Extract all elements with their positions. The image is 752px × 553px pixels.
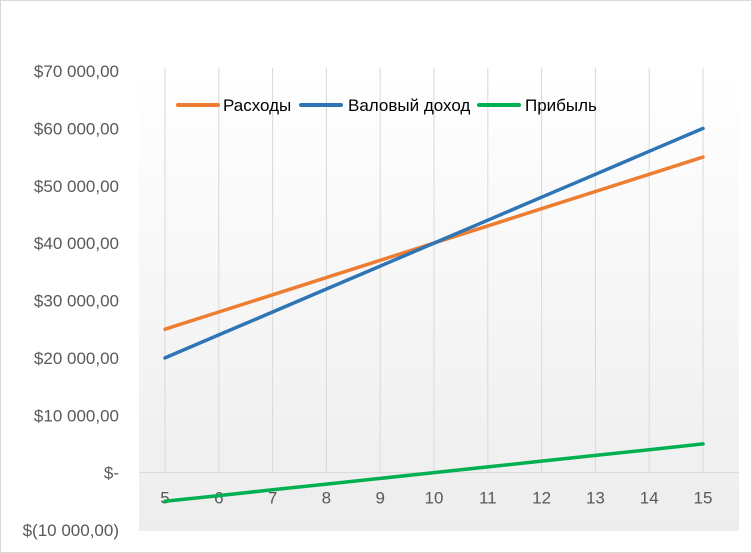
y-tick-label: $50 000,00 (34, 177, 119, 196)
x-tick-label: 6 (214, 489, 223, 508)
x-tick-label: 14 (640, 489, 659, 508)
x-tick-label: 12 (532, 489, 551, 508)
legend: Расходы Валовый доход Прибыль (176, 96, 597, 115)
x-tick-label: 13 (586, 489, 605, 508)
x-tick-label: 9 (375, 489, 384, 508)
y-tick-label: $20 000,00 (34, 349, 119, 368)
legend-label-2: Прибыль (525, 96, 597, 115)
axis-layer: $(10 000,00) $- $10 000,00 $20 000,00 $30 00… (23, 62, 739, 540)
grid-layer (164, 68, 704, 473)
series-layer (163, 126, 705, 504)
x-tick-label: 15 (694, 489, 713, 508)
x-tick-label: 5 (160, 489, 169, 508)
y-tick-label: $(10 000,00) (23, 521, 119, 540)
y-tick-label: $10 000,00 (34, 406, 119, 425)
y-tick-label: $70 000,00 (34, 62, 119, 81)
series-line-1 (163, 126, 705, 360)
legend-label-0: Расходы (223, 96, 291, 115)
x-tick-label: 11 (479, 489, 497, 508)
series-line-2 (163, 442, 705, 504)
legend-label-1: Валовый доход (348, 96, 470, 115)
x-tick-label: 8 (322, 489, 331, 508)
y-tick-label: $- (104, 464, 119, 483)
y-tick-label: $30 000,00 (34, 292, 119, 311)
y-tick-label: $60 000,00 (34, 119, 119, 138)
x-tick-label: 7 (268, 489, 277, 508)
x-tick-label: 10 (425, 489, 444, 508)
plot-area (139, 71, 739, 531)
y-tick-label: $40 000,00 (34, 234, 119, 253)
